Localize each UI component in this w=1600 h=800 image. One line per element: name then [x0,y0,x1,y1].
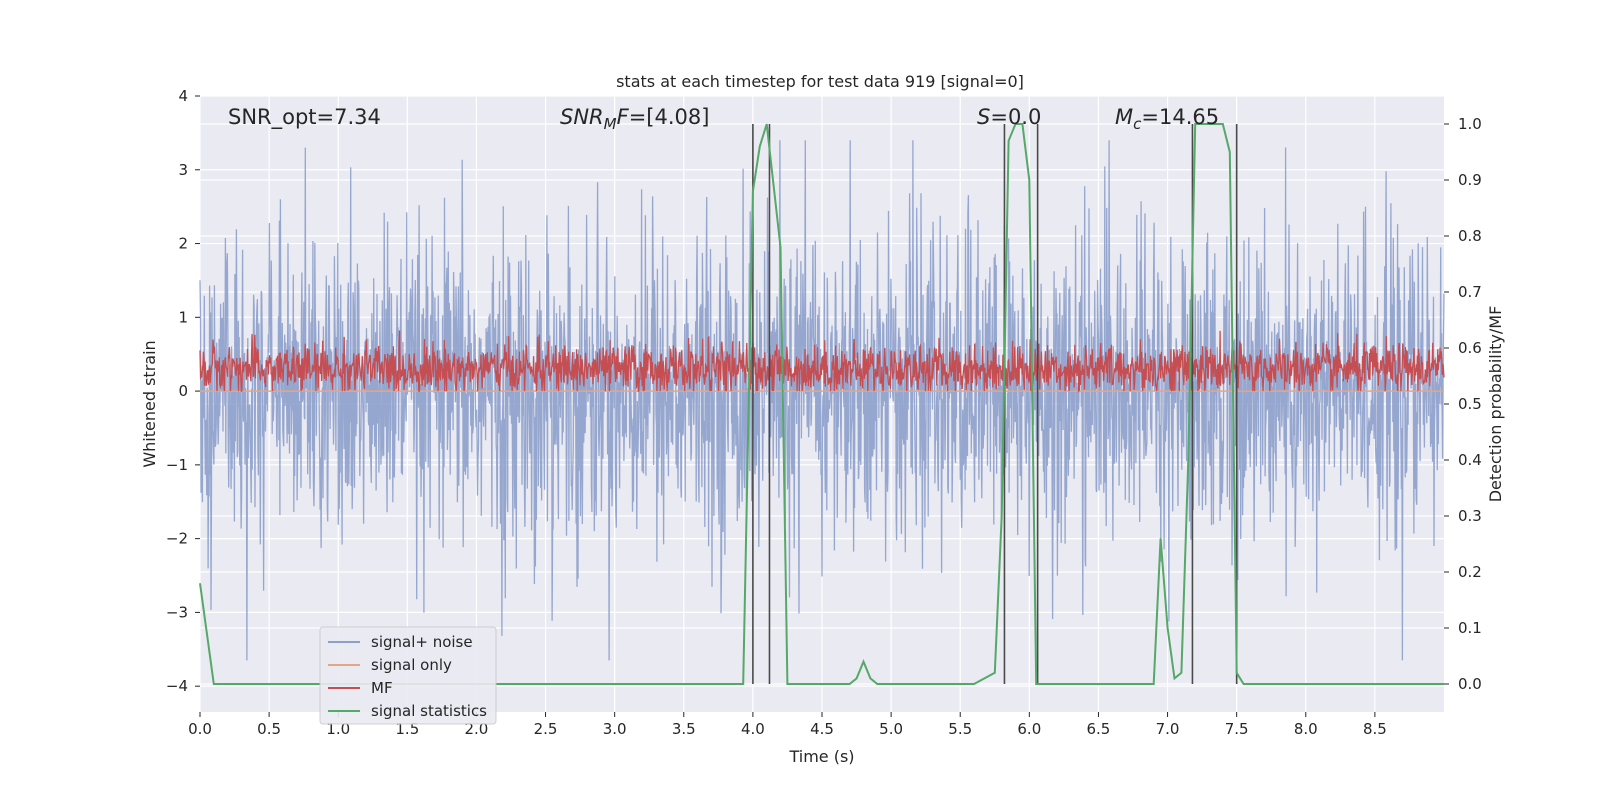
annotation-snr-mf-value: =[4.08] [629,105,710,129]
x-tick-label: 4.5 [810,720,834,738]
y-left-tick-label: 2 [178,235,188,253]
annotation-snr-mf: SNRMF=[4.08] [560,105,709,133]
signal-statistics-line [199,123,1444,685]
legend-label: MF [371,679,393,697]
x-axis-title: Time (s) [788,747,854,766]
y-left-tick-label: 0 [178,382,188,400]
x-tick-label: 7.0 [1156,720,1180,738]
y-right-tick-label: 0.1 [1458,619,1482,637]
x-tick-label: 0.0 [188,720,212,738]
y-left-tick-label: 4 [178,87,188,105]
x-tick-label: 0.5 [257,720,281,738]
y-left-axis-ticks: 4 3 2 1 0 −1 −2 −3 −4 [166,87,200,695]
annotation-mc-value: =14.65 [1141,105,1219,129]
annotation-snr-opt: SNR_opt=7.34 [228,105,381,130]
annotation-snr-mf-sub2: F [617,105,630,129]
x-tick-label: 5.5 [948,720,972,738]
annotation-mc-head: M [1115,105,1133,129]
annotation-s-head: S [977,105,990,129]
annotations: SNR_opt=7.34 SNRMF=[4.08] S=0.0 Mc=14.65 [228,105,1219,133]
annotation-s-value: =0.0 [990,105,1041,129]
x-tick-label: 4.0 [741,720,765,738]
y-right-tick-label: 0.2 [1458,563,1482,581]
annotation-mc-sub: c [1133,115,1142,133]
y-left-tick-label: 3 [178,161,188,179]
y-left-tick-label: −2 [166,530,188,548]
y-left-tick-label: 1 [178,308,188,326]
y-left-axis-title: Whitened strain [140,340,159,467]
x-tick-label: 5.0 [879,720,903,738]
x-tick-label: 8.0 [1294,720,1318,738]
signal-statistics-series [199,123,1444,685]
legend-items: signal+ noise signal only MF signal statist… [328,633,487,720]
x-tick-label: 3.0 [603,720,627,738]
y-left-tick-label: −3 [166,603,188,621]
x-tick-label: 7.5 [1225,720,1249,738]
legend-box [319,626,497,725]
annotation-snr-mf-head: SNR [560,105,604,129]
y-right-tick-label: 0.9 [1458,171,1482,189]
y-right-axis-ticks: 1.0 0.9 0.8 0.7 0.6 0.5 0.4 0.3 0.2 0.1 0.0 [1444,115,1482,693]
legend-label: signal only [371,656,452,674]
y-left-tick-label: −4 [166,677,188,695]
y-right-tick-label: 0.5 [1458,395,1482,413]
x-tick-label: 6.0 [1017,720,1041,738]
y-right-axis-title: Detection probability/MF [1486,306,1505,503]
y-right-tick-label: 1.0 [1458,115,1482,133]
chart-title: stats at each timestep for test data 919… [616,72,1024,91]
x-tick-label: 3.5 [672,720,696,738]
y-right-tick-label: 0.3 [1458,507,1482,525]
legend: signal+ noise signal only MF signal statist… [319,626,497,725]
legend-label: signal statistics [371,702,487,720]
y-right-tick-label: 0.7 [1458,283,1482,301]
annotation-snr-mf-sub: M [604,115,617,133]
y-right-tick-label: 0.0 [1458,675,1482,693]
y-right-tick-label: 0.4 [1458,451,1482,469]
y-right-tick-label: 0.8 [1458,227,1482,245]
y-right-tick-label: 0.6 [1458,339,1482,357]
x-tick-label: 8.5 [1363,720,1387,738]
x-axis-ticks: 0.0 0.5 1.0 1.5 2.0 2.5 3.0 3.5 4.0 4.5 5.0 5.5 6.0 6… [188,712,1387,738]
x-tick-label: 2.5 [534,720,558,738]
y-left-tick-label: −1 [166,456,188,474]
annotation-mc: Mc=14.65 [1115,105,1219,133]
x-tick-label: 6.5 [1087,720,1111,738]
legend-label: signal+ noise [371,633,473,651]
annotation-s: S=0.0 [977,105,1041,129]
